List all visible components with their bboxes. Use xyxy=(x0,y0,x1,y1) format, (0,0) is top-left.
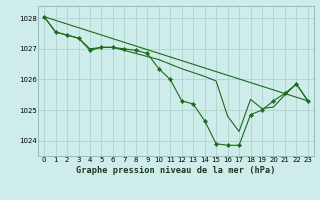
X-axis label: Graphe pression niveau de la mer (hPa): Graphe pression niveau de la mer (hPa) xyxy=(76,166,276,175)
